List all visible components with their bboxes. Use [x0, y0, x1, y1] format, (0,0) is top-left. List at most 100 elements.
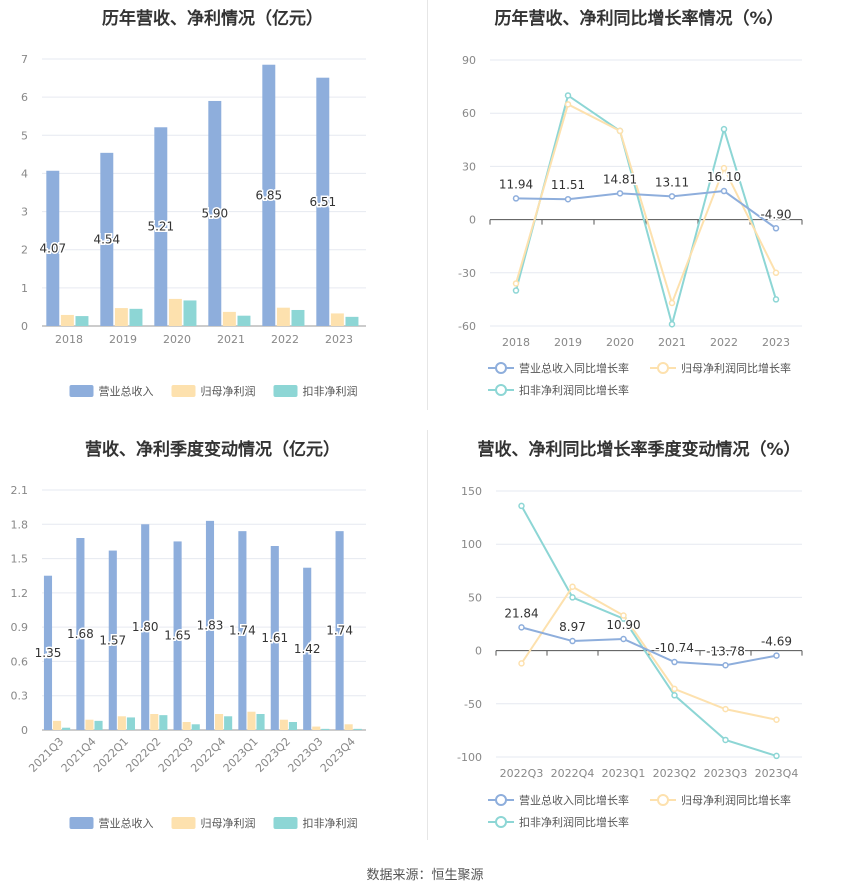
x-tick-label: 2023 [325, 333, 353, 346]
bar-revenue [316, 77, 330, 326]
legend-label: 归母净利润 [201, 384, 256, 398]
x-tick-label: 2023Q3 [704, 767, 748, 780]
data-label: 1.83 [197, 618, 224, 632]
legend-item: 扣非净利润 [273, 816, 358, 830]
bar-deducted [353, 728, 362, 730]
x-tick-label: 2022Q3 [500, 767, 544, 780]
data-point [569, 583, 576, 591]
y-tick-label: 1.8 [11, 518, 29, 531]
quarterly-growth-line-chart: -100 -50 0 50 100 150 2022Q3 2022Q4 2023Q1 2023Q2… [457, 485, 803, 829]
annual-bar-chart: 0 1 2 3 4 5 6 7 4.07 2018 4.54 2019 5.21 2020 5.90 2021… [21, 53, 366, 398]
y-tick-label: 1 [21, 282, 28, 295]
bar-revenue [154, 127, 168, 326]
y-tick-label: 3 [21, 206, 28, 219]
bar-netprofit [344, 724, 353, 730]
series-line-revenue [521, 626, 777, 667]
x-tick-label: 2023Q2 [653, 767, 697, 780]
y-tick-label: 0 [21, 320, 28, 333]
data-point [722, 736, 729, 744]
data-point [720, 125, 728, 133]
y-tick-label: 60 [462, 107, 476, 120]
x-tick-label: 2023 [762, 336, 790, 349]
y-tick-label: 4 [21, 167, 28, 180]
x-tick-label: 2023Q1 [221, 735, 261, 775]
bar-revenue [173, 541, 182, 730]
legend-label: 归母净利润同比增长率 [681, 793, 791, 807]
legend-label: 营业总收入 [99, 816, 154, 830]
y-tick-label: 0.6 [11, 655, 29, 668]
legend-swatch [69, 385, 94, 397]
data-label: 1.80 [132, 620, 159, 634]
bar-revenue [46, 170, 60, 326]
series-line-netprofit [515, 102, 777, 307]
bar-deducted [288, 722, 297, 730]
data-point [569, 594, 576, 601]
data-point [773, 652, 780, 659]
bar-netprofit [60, 314, 74, 326]
bar-netprofit [279, 719, 288, 730]
bar-deducted [321, 728, 330, 730]
data-label: 13.11 [655, 175, 689, 189]
bar-netprofit [85, 719, 94, 730]
legend-label: 归母净利润同比增长率 [681, 361, 791, 375]
legend-label: 扣非净利润同比增长率 [519, 383, 629, 397]
bar-revenue [238, 531, 247, 730]
data-point [564, 92, 572, 99]
chart-title: 历年营收、净利情况（亿元） [102, 9, 323, 29]
data-label: 1.42 [294, 642, 321, 656]
bar-revenue [141, 524, 150, 730]
bar-netprofit [312, 726, 321, 730]
data-point [773, 716, 780, 724]
data-label: -4.90 [760, 207, 791, 221]
y-tick-label: 1.2 [11, 587, 29, 600]
bar-deducted [126, 717, 135, 730]
legend-label: 扣非净利润 [303, 384, 358, 398]
data-label: 4.54 [93, 232, 120, 246]
bar-deducted [159, 715, 168, 730]
x-tick-label: 2023Q4 [318, 735, 358, 775]
data-point [564, 101, 572, 108]
data-point [722, 705, 729, 713]
panel-divider [427, 0, 428, 410]
data-point [671, 658, 678, 666]
x-tick-label: 2020 [163, 333, 191, 346]
legend-item: 扣非净利润同比增长率 [488, 383, 629, 397]
data-point [772, 269, 780, 277]
data-point [518, 660, 525, 667]
bar-deducted [62, 727, 71, 730]
data-label: 8.97 [559, 620, 586, 634]
data-point [518, 624, 525, 631]
bar-revenue [303, 567, 312, 730]
x-tick-label: 2021Q4 [59, 735, 99, 775]
y-tick-label: 1.5 [11, 553, 29, 566]
data-point [616, 127, 624, 135]
x-tick-label: 2022Q4 [188, 735, 228, 775]
bar-deducted [291, 309, 305, 326]
bar-netprofit [182, 722, 191, 730]
y-tick-label: 100 [461, 538, 482, 551]
series-line-revenue [515, 190, 777, 230]
y-tick-label: 0.9 [11, 621, 29, 634]
legend-swatch [69, 817, 94, 829]
bar-netprofit [222, 311, 236, 326]
data-label: -10.74 [655, 641, 694, 655]
bar-deducted [75, 316, 89, 326]
y-tick-label: 0.3 [11, 690, 29, 703]
legend-item: 扣非净利润 [273, 384, 358, 398]
chart-title: 历年营收、净利同比增长率情况（%） [494, 9, 784, 29]
y-tick-label: 0 [469, 214, 476, 227]
legend-item: 归母净利润同比增长率 [650, 361, 791, 375]
data-point [512, 195, 520, 202]
y-tick-label: -30 [458, 267, 476, 280]
x-tick-label: 2023Q1 [602, 767, 646, 780]
bar-revenue [262, 64, 276, 326]
bar-netprofit [53, 720, 62, 730]
data-label: 14.81 [603, 172, 637, 186]
x-tick-label: 2021 [217, 333, 245, 346]
bar-revenue [76, 538, 85, 730]
x-tick-label: 2018 [502, 336, 530, 349]
y-tick-label: 2.1 [11, 484, 29, 497]
x-tick-label: 2023Q2 [253, 735, 293, 775]
data-label: 1.61 [261, 631, 288, 645]
bar-deducted [224, 716, 233, 730]
